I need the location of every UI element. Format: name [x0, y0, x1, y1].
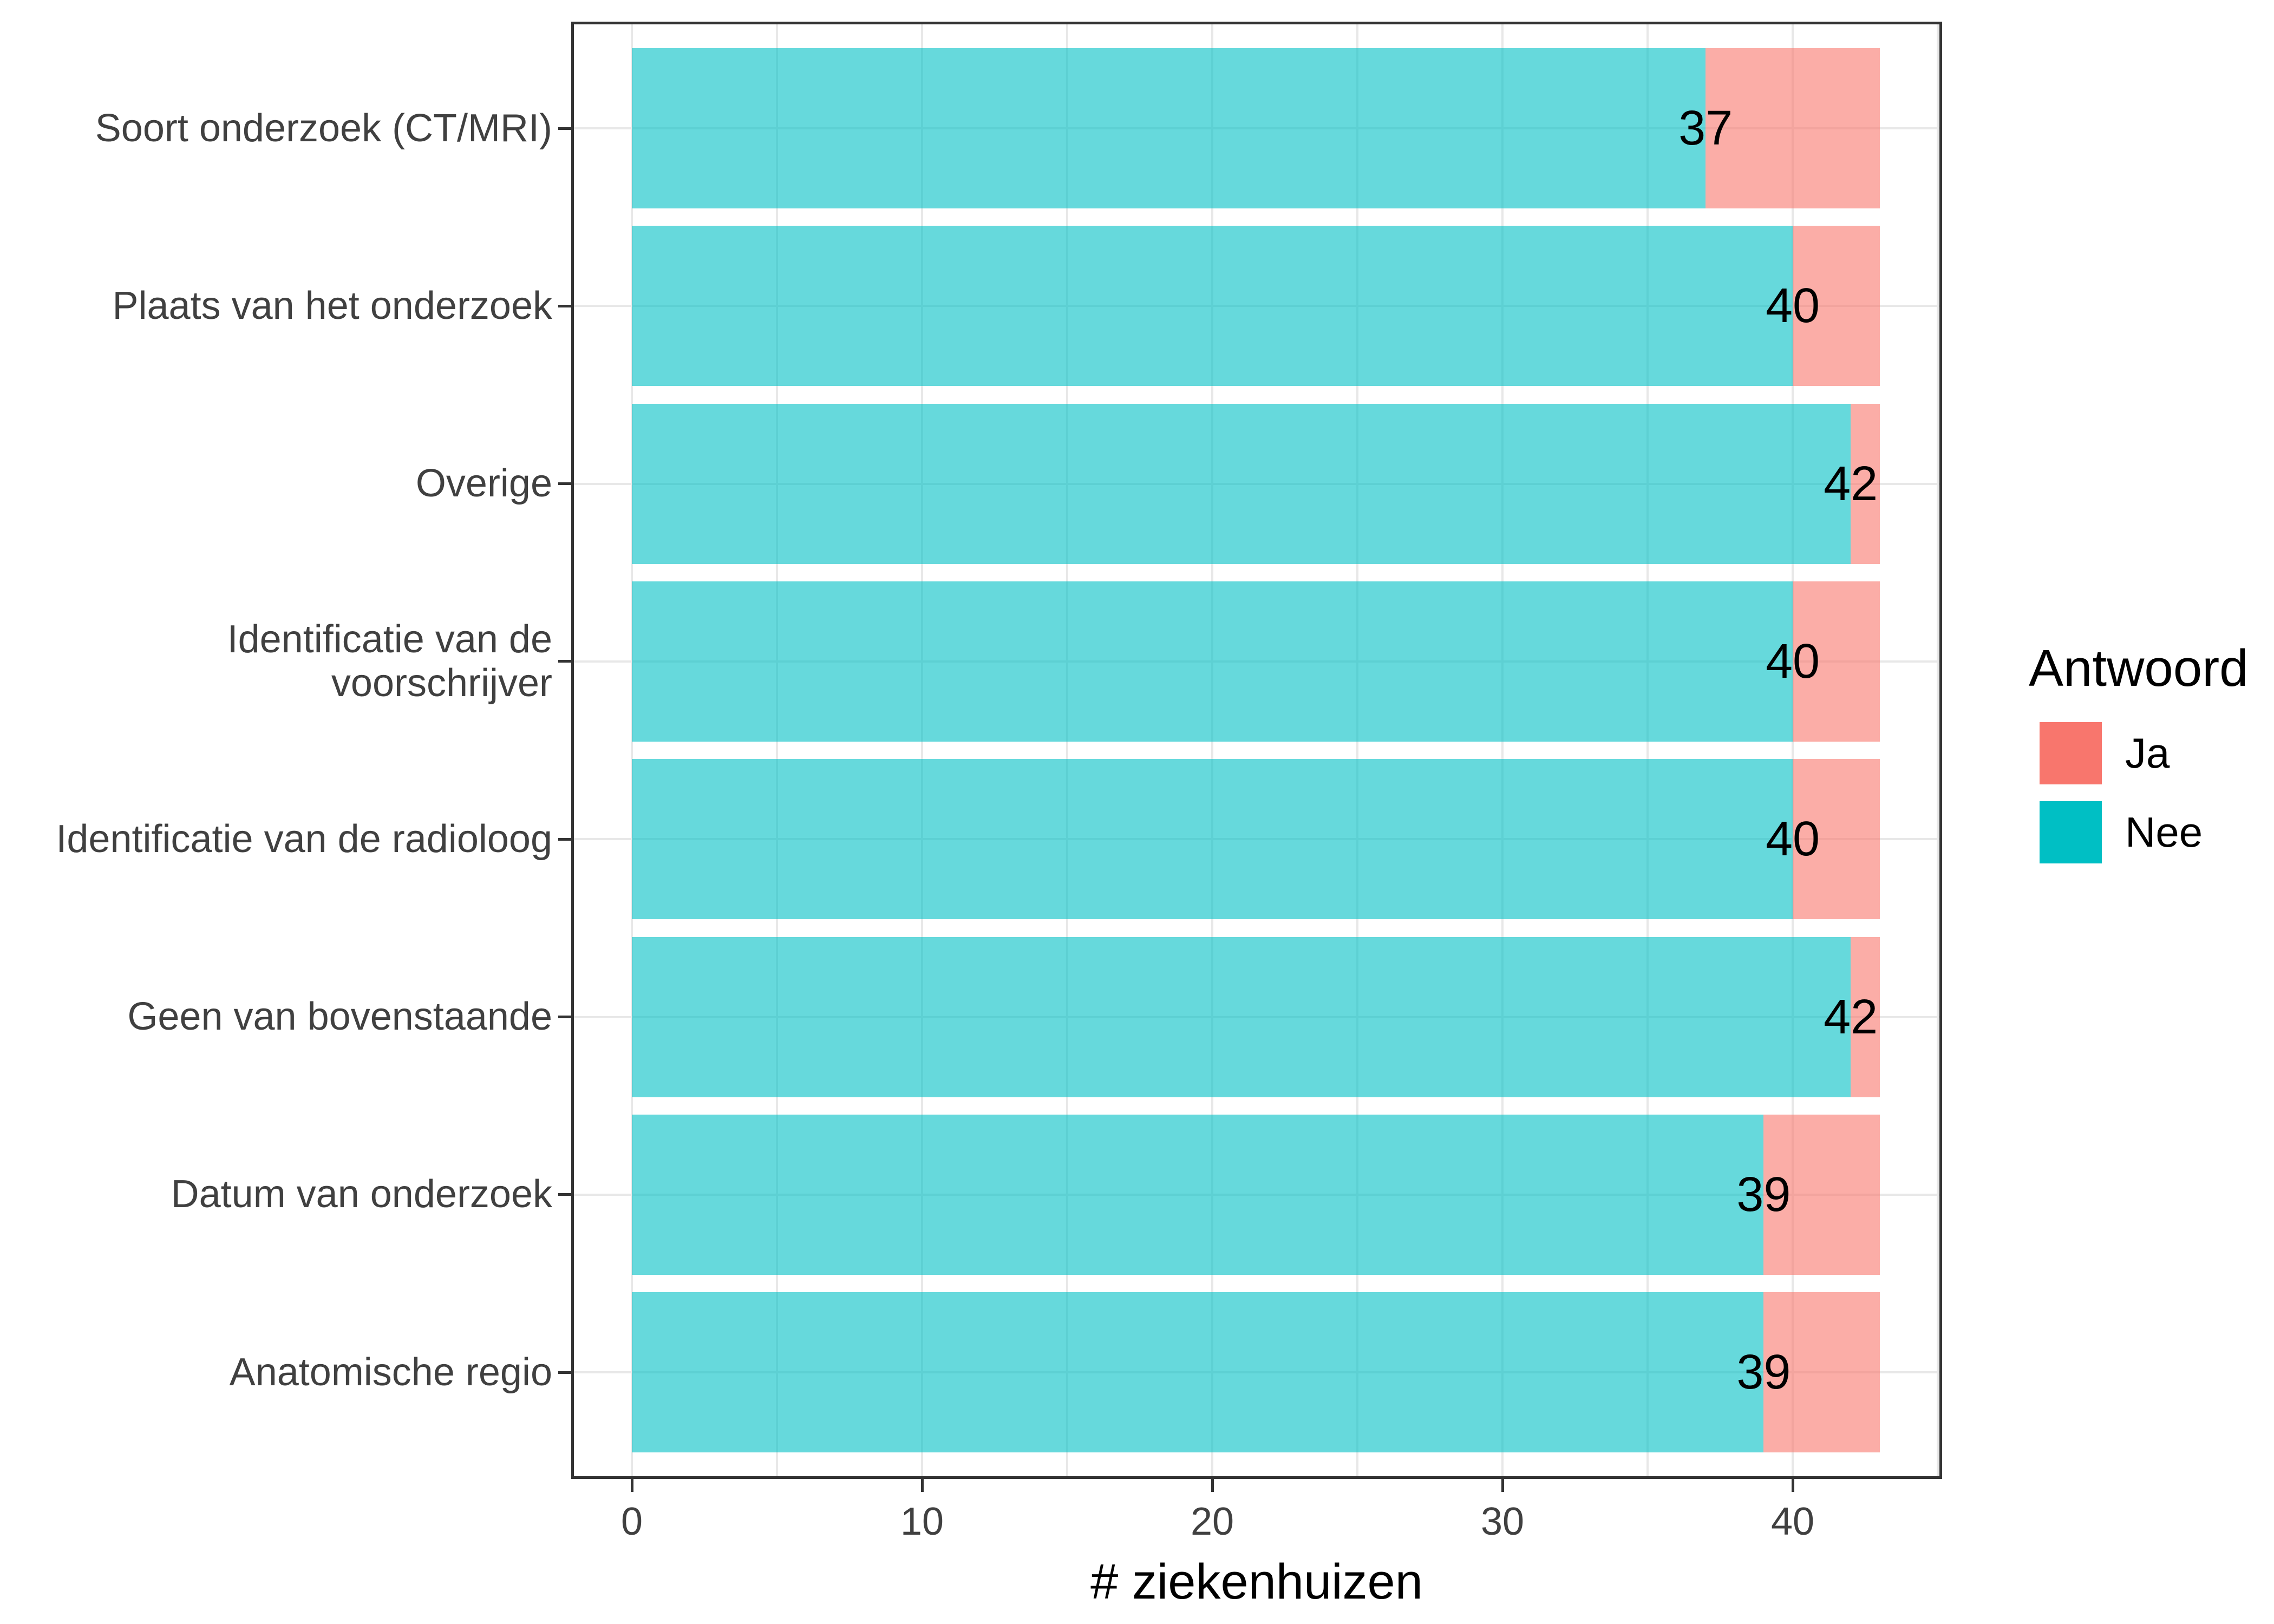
- x-major-gridline: [1792, 24, 1794, 1477]
- bar-value-label: 39: [1736, 1345, 1791, 1400]
- y-axis-category-label: Datum van onderzoek: [22, 1135, 552, 1254]
- x-minor-gridline: [1356, 24, 1358, 1477]
- bar-value-label: 42: [1824, 990, 1878, 1044]
- y-axis-category-label-text: Identificatie van de radioloog: [56, 817, 552, 861]
- y-axis-tick: [558, 660, 571, 663]
- y-axis-category-label-text: Datum van onderzoek: [171, 1173, 552, 1216]
- x-axis-tick-label: 10: [900, 1500, 944, 1543]
- legend-item-label: Ja: [2125, 729, 2170, 777]
- legend-title: Antwoord: [2029, 639, 2249, 697]
- bar-segment-nee: [632, 937, 1851, 1097]
- x-major-gridline: [1501, 24, 1504, 1477]
- y-axis-category-label: Overige: [22, 424, 552, 543]
- bar-value-label: 40: [1765, 812, 1820, 867]
- bar-segment-nee: [632, 1114, 1764, 1275]
- y-axis-category-label-text: Identificatie van de voorschrijver: [227, 618, 552, 705]
- y-axis-category-label: Geen van bovenstaande: [22, 958, 552, 1077]
- x-minor-gridline: [1937, 24, 1939, 1477]
- bar-segment-ja: [1851, 403, 1880, 564]
- bar-segment-ja: [1851, 937, 1880, 1097]
- y-axis-tick: [558, 1371, 571, 1374]
- x-axis-tick: [1211, 1479, 1214, 1492]
- bar-segment-nee: [632, 403, 1851, 564]
- y-axis-tick: [558, 837, 571, 841]
- bar-segment-nee: [632, 759, 1793, 920]
- bar-value-label: 39: [1736, 1167, 1791, 1222]
- y-axis-category-label-text: Plaats van het onderzoek: [112, 284, 552, 328]
- bar-segment-nee: [632, 226, 1793, 387]
- y-axis-tick: [558, 304, 571, 307]
- x-minor-gridline: [776, 24, 778, 1477]
- y-axis-category-label: Plaats van het onderzoek: [22, 246, 552, 365]
- bar-segment-ja: [1793, 226, 1880, 387]
- bar-segment-nee: [632, 48, 1706, 208]
- bar-segment-ja: [1793, 759, 1880, 920]
- x-axis-tick: [920, 1479, 924, 1492]
- x-minor-gridline: [1066, 24, 1068, 1477]
- x-axis-tick-label: 0: [620, 1500, 643, 1543]
- x-axis-tick-label: 20: [1190, 1500, 1234, 1543]
- bar-value-label: 37: [1678, 101, 1733, 155]
- x-axis-tick-label: 30: [1480, 1500, 1525, 1543]
- y-axis-tick: [558, 1193, 571, 1196]
- x-axis-title: # ziekenhuizen: [1090, 1554, 1423, 1609]
- x-major-gridline: [1211, 24, 1213, 1477]
- y-axis-category-label-text: Soort onderzoek (CT/MRI): [95, 106, 552, 150]
- y-axis-category-label-text: Geen van bovenstaande: [127, 995, 552, 1039]
- bar-value-label: 40: [1765, 279, 1820, 333]
- bar-segment-nee: [632, 1292, 1764, 1453]
- y-axis-category-label: Anatomische regio: [22, 1313, 552, 1432]
- bar-segment-nee: [632, 581, 1793, 742]
- y-axis-tick: [558, 127, 571, 130]
- x-axis-tick: [1791, 1479, 1794, 1492]
- bar-segment-ja: [1763, 1292, 1880, 1453]
- legend-key-nee: [2040, 801, 2102, 863]
- bar-segment-ja: [1763, 1114, 1880, 1275]
- y-axis-category-label: Identificatie van de voorschrijver: [22, 602, 552, 721]
- legend-item-label: Nee: [2125, 808, 2203, 856]
- x-axis-tick-label: 40: [1770, 1500, 1815, 1543]
- legend-key-ja: [2040, 722, 2102, 784]
- y-axis-category-label: Identificatie van de radioloog: [22, 780, 552, 899]
- x-major-gridline: [921, 24, 923, 1477]
- y-axis-category-label-text: Overige: [415, 462, 552, 506]
- x-major-gridline: [631, 24, 633, 1477]
- x-axis-tick: [1501, 1479, 1504, 1492]
- y-axis-category-label-text: Anatomische regio: [229, 1350, 552, 1394]
- x-axis-tick: [630, 1479, 633, 1492]
- bar-value-label: 40: [1765, 634, 1820, 689]
- bar-segment-ja: [1706, 48, 1880, 208]
- y-axis-tick: [558, 482, 571, 486]
- x-minor-gridline: [1646, 24, 1649, 1477]
- bar-segment-ja: [1793, 581, 1880, 742]
- plot-panel-border: [571, 22, 1942, 1479]
- y-axis-tick: [558, 1016, 571, 1018]
- bar-value-label: 42: [1824, 456, 1878, 511]
- y-axis-category-label: Soort onderzoek (CT/MRI): [22, 69, 552, 188]
